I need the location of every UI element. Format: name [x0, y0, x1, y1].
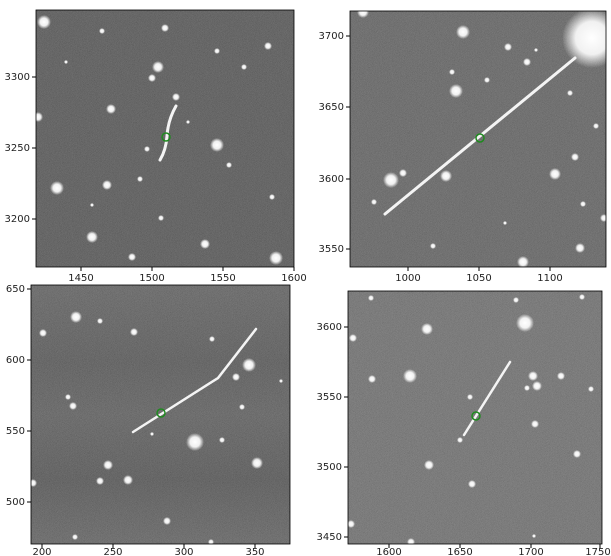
y-tick-label: 3450 [317, 532, 342, 543]
y-tick-label: 3550 [317, 392, 342, 403]
x-tick-label: 1050 [466, 273, 491, 284]
y-tick-label: 650 [6, 284, 25, 295]
axes-frame [35, 9, 295, 268]
stars [348, 294, 594, 544]
streak [462, 360, 512, 437]
stars [31, 311, 283, 544]
y-tick-label: 3500 [317, 462, 342, 473]
x-tick-label: 300 [174, 547, 193, 556]
y-tick-label: 600 [6, 355, 25, 366]
x-tick-label: 1550 [210, 273, 235, 284]
panel-bottom-left: 200 250 300 350 650 600 550 500 [6, 284, 291, 556]
y-tick-label: 500 [6, 497, 25, 508]
y-ticks: 3700 3650 3600 3550 [319, 31, 350, 255]
x-tick-label: 1450 [68, 273, 93, 284]
bright-star [562, 11, 606, 68]
streak [383, 56, 577, 216]
marker-circle [156, 408, 166, 418]
y-tick-label: 3300 [5, 72, 30, 83]
x-ticks: 200 250 300 350 [32, 544, 265, 556]
x-tick-label: 1000 [395, 273, 420, 284]
x-tick-label: 350 [245, 547, 264, 556]
sky-image [348, 291, 602, 544]
stars [357, 11, 606, 267]
x-ticks: 1000 1050 1100 [395, 267, 563, 284]
x-tick-label: 1750 [585, 547, 610, 556]
x-tick-label: 200 [32, 547, 51, 556]
sky-image [350, 11, 606, 267]
panel-top-right: 1000 1050 1100 3700 3650 3600 3550 [319, 10, 607, 284]
x-tick-label: 1700 [518, 547, 543, 556]
panel-bottom-right: 1600 1650 1700 1750 3600 3550 3500 3450 [317, 290, 611, 556]
axes-frame [30, 284, 291, 545]
x-tick-label: 1100 [537, 273, 562, 284]
streak [131, 327, 258, 434]
panel-top-left: 1450 1500 1550 1600 3300 3250 3200 [5, 9, 307, 284]
x-tick-label: 1650 [447, 547, 472, 556]
x-tick-label: 1600 [376, 547, 401, 556]
streak [158, 104, 178, 162]
marker-circle [475, 133, 485, 143]
y-ticks: 3300 3250 3200 [5, 72, 36, 225]
sky-image [36, 10, 294, 267]
y-tick-label: 3200 [5, 214, 30, 225]
y-tick-label: 3700 [319, 31, 344, 42]
x-tick-label: 1600 [281, 273, 306, 284]
axes-frame [349, 10, 607, 268]
x-tick-label: 1500 [139, 273, 164, 284]
x-ticks: 1600 1650 1700 1750 [376, 544, 611, 556]
y-tick-label: 3600 [319, 174, 344, 185]
marker-circle [471, 411, 481, 421]
y-tick-label: 550 [6, 426, 25, 437]
y-tick-label: 3250 [5, 143, 30, 154]
x-tick-label: 250 [103, 547, 122, 556]
stars [36, 15, 283, 265]
x-ticks: 1450 1500 1550 1600 [68, 267, 307, 284]
y-tick-label: 3600 [317, 322, 342, 333]
y-ticks: 650 600 550 500 [6, 284, 31, 508]
axes-frame [347, 290, 603, 545]
y-tick-label: 3650 [319, 102, 344, 113]
marker-circle [161, 132, 171, 142]
y-ticks: 3600 3550 3500 3450 [317, 322, 348, 543]
sky-image [31, 285, 290, 544]
y-tick-label: 3550 [319, 244, 344, 255]
